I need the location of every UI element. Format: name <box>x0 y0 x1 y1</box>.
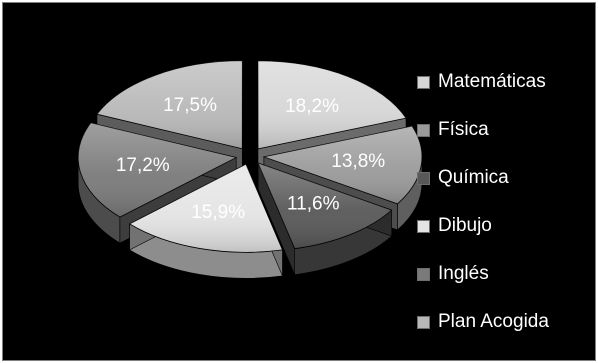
data-label: 17,5% <box>163 95 217 116</box>
pie-slice-sheen <box>96 60 243 149</box>
legend-swatch <box>417 171 430 185</box>
legend-item: Química <box>417 154 595 202</box>
data-label: 15,9% <box>191 202 245 223</box>
legend-label: Plan Acogida <box>438 311 549 332</box>
legend-item: Inglés <box>417 250 595 298</box>
legend-swatch <box>417 219 430 233</box>
legend-item: Física <box>417 106 595 154</box>
legend-item: Plan Acogida <box>417 298 595 346</box>
legend-label: Inglés <box>438 263 489 284</box>
legend-label: Dibujo <box>438 215 492 236</box>
data-label: 18,2% <box>285 96 339 117</box>
legend-swatch <box>417 267 430 281</box>
legend: Matemáticas Física Química Dibujo Inglés… <box>417 58 595 346</box>
pie-slice-sheen <box>257 60 407 149</box>
legend-label: Química <box>438 167 509 188</box>
pie-slice-sheen <box>263 126 422 204</box>
legend-swatch <box>417 75 430 89</box>
legend-swatch <box>417 315 430 329</box>
legend-item: Dibujo <box>417 202 595 250</box>
data-label: 11,6% <box>287 194 340 215</box>
pie-slice-sheen <box>258 163 392 249</box>
pie-slice-sheen <box>78 122 237 218</box>
legend-label: Matemáticas <box>438 71 546 92</box>
data-label: 17,2% <box>116 155 170 176</box>
legend-swatch <box>417 123 430 137</box>
pie-chart: 18,2% 13,8% 11,6% 15,9% 17,2% 17,5% <box>77 60 423 279</box>
pie-slice-sheen <box>129 164 283 253</box>
data-label: 13,8% <box>331 151 385 172</box>
legend-label: Física <box>438 119 489 140</box>
legend-item: Matemáticas <box>417 58 595 106</box>
